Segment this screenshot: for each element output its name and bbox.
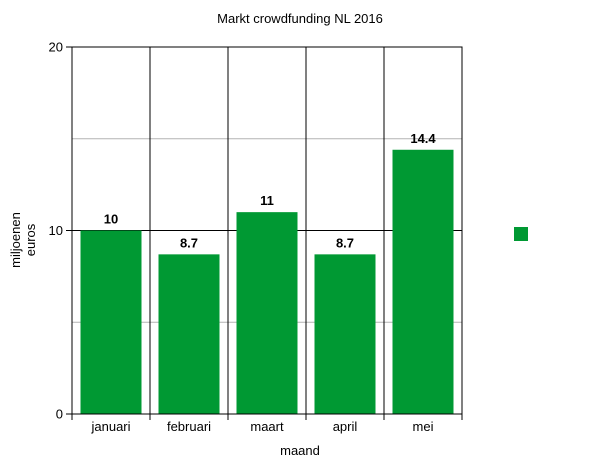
data-label-februari: 8.7 <box>180 235 198 250</box>
data-label-januari: 10 <box>104 212 118 227</box>
x-tick-label-januari: januari <box>90 419 130 434</box>
bar-februari <box>158 254 220 414</box>
data-label-april: 8.7 <box>336 235 354 250</box>
bar-mei <box>392 149 454 414</box>
data-label-mei: 14.4 <box>410 131 436 146</box>
y-tick-label: 10 <box>49 223 63 238</box>
x-axis-ticks: januari februari maart april mei <box>71 414 463 434</box>
x-tick-label-mei: mei <box>413 419 434 434</box>
x-tick-label-maart: maart <box>250 419 284 434</box>
category-dividers <box>149 47 385 414</box>
legend-swatch <box>514 227 528 241</box>
bars <box>80 149 454 414</box>
bar-maart <box>236 212 298 414</box>
bar-januari <box>80 230 142 414</box>
chart-title: Markt crowdfunding NL 2016 <box>217 11 383 26</box>
y-axis-ticks: 0 10 20 <box>49 40 72 422</box>
x-axis-label: maand <box>280 443 320 458</box>
y-axis-label-line-2: euros <box>23 223 38 256</box>
data-label-maart: 11 <box>260 193 274 208</box>
data-labels: 10 8.7 11 8.7 14.4 <box>104 131 437 251</box>
bar-april <box>314 254 376 414</box>
y-axis-label: miljoenen euros <box>8 212 38 268</box>
x-tick-label-februari: februari <box>167 419 211 434</box>
x-tick-label-april: april <box>333 419 358 434</box>
y-axis-label-line-1: miljoenen <box>8 212 23 268</box>
y-tick-label: 0 <box>56 407 63 422</box>
y-tick-label: 20 <box>49 40 63 55</box>
